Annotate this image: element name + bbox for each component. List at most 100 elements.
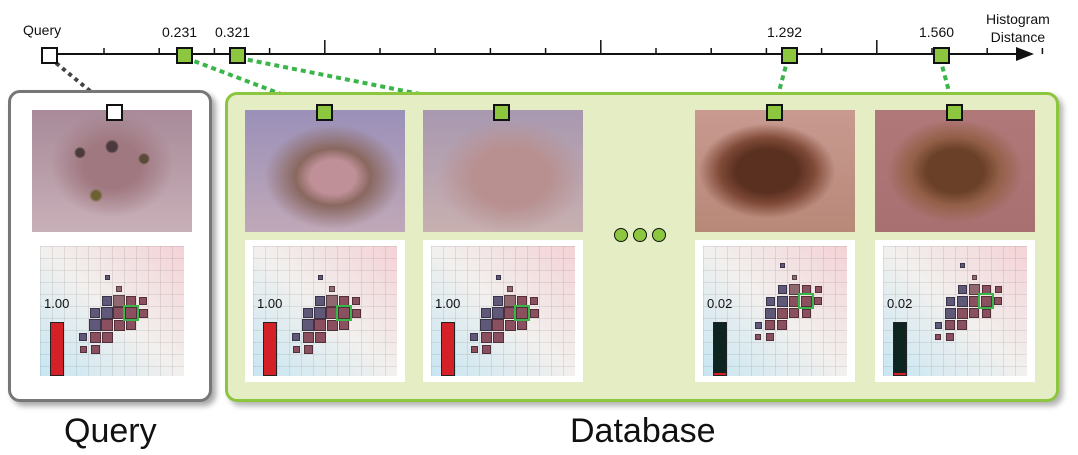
histogram-bin xyxy=(766,333,774,341)
histogram-bin xyxy=(530,297,538,305)
histogram-bin xyxy=(315,296,325,306)
histogram-bin xyxy=(956,307,968,319)
selected-bin-highlight xyxy=(978,293,994,309)
histogram-bin xyxy=(104,274,110,280)
histogram-bin xyxy=(994,297,1002,305)
similarity-bar-fill xyxy=(442,323,454,375)
histogram-bin xyxy=(493,296,503,306)
similarity-bar xyxy=(441,322,455,376)
match-axis-marker xyxy=(933,47,950,64)
histogram-bin xyxy=(303,308,313,318)
histogram-bin xyxy=(754,321,762,329)
histogram-bin xyxy=(303,344,313,354)
histogram-bin xyxy=(957,320,967,330)
histogram-bin xyxy=(139,297,147,305)
histogram-bin xyxy=(126,320,136,330)
histogram-bin xyxy=(981,308,991,318)
histogram-grid: 1.00 xyxy=(431,246,575,376)
histogram-bin xyxy=(764,307,776,319)
histogram-bin xyxy=(338,307,350,319)
histogram-bin xyxy=(800,295,812,307)
query-image-marker xyxy=(106,104,123,121)
similarity-bar xyxy=(713,322,727,376)
histogram-bin xyxy=(492,319,504,331)
histogram-bin xyxy=(90,344,100,354)
histogram-bin xyxy=(302,331,314,343)
database-caption: Database xyxy=(570,412,716,450)
histogram-bin xyxy=(89,319,101,331)
histogram-bin xyxy=(79,333,87,341)
match-image-marker xyxy=(493,104,510,121)
color-histogram: 1.00 xyxy=(245,240,405,382)
histogram-bin xyxy=(944,307,956,319)
histogram-bin xyxy=(470,333,478,341)
match-link xyxy=(185,56,324,112)
selected-bin-highlight xyxy=(336,305,352,321)
histogram-bin xyxy=(470,345,478,353)
marker-label: 0.231 xyxy=(162,24,198,40)
histogram-bin xyxy=(113,319,125,331)
histogram-bin xyxy=(314,331,326,343)
histogram-grid: 0.02 xyxy=(703,246,847,376)
histogram-bin xyxy=(480,319,492,331)
histogram-grid: 0.02 xyxy=(883,246,1027,376)
histogram-bin xyxy=(956,295,968,307)
selected-bin-highlight xyxy=(514,305,530,321)
selected-bin-highlight xyxy=(798,293,814,309)
histogram-bin xyxy=(314,307,326,319)
histogram-bin xyxy=(326,295,338,307)
histogram-bin xyxy=(352,297,360,305)
histogram-bin xyxy=(329,286,335,292)
histogram-bin xyxy=(755,334,761,340)
similarity-value: 0.02 xyxy=(707,296,733,311)
marker-label: 1.292 xyxy=(767,24,803,40)
histogram-bin xyxy=(90,308,100,318)
histogram-bin xyxy=(968,283,980,295)
histogram-bin xyxy=(504,319,516,331)
histogram-bin xyxy=(292,333,300,341)
histogram-bin xyxy=(776,307,788,319)
axis-title-line: Histogram xyxy=(986,11,1050,27)
similarity-bar xyxy=(263,322,277,376)
histogram-bin xyxy=(959,262,965,268)
lesion-image xyxy=(695,110,855,232)
histogram-bin xyxy=(317,274,323,280)
lesion-image xyxy=(423,110,583,232)
histogram-bin xyxy=(945,296,955,306)
color-histogram: 1.00 xyxy=(32,240,192,382)
axis-arrow-icon xyxy=(1016,47,1034,61)
histogram-bin xyxy=(777,320,787,330)
histogram-bin xyxy=(495,274,501,280)
query-link xyxy=(48,56,115,112)
histogram-bin xyxy=(971,274,977,280)
match-axis-marker xyxy=(781,47,798,64)
histogram-bin xyxy=(765,320,775,330)
query-caption: Query xyxy=(64,412,157,450)
similarity-bar xyxy=(893,322,907,376)
histogram-bin xyxy=(481,344,491,354)
similarity-value: 1.00 xyxy=(257,296,283,311)
histogram-bin xyxy=(138,308,148,318)
histogram-bin xyxy=(79,345,87,353)
histogram-bin xyxy=(969,308,979,318)
histogram-bin xyxy=(777,284,787,294)
histogram-bin xyxy=(801,308,811,318)
histogram-bin xyxy=(481,308,491,318)
ellipsis-dot xyxy=(652,228,666,242)
histogram-bin xyxy=(351,308,361,318)
ellipsis-dot xyxy=(633,228,647,242)
histogram-bin xyxy=(994,285,1002,293)
ellipsis-dot xyxy=(614,228,628,242)
histogram-bin xyxy=(326,319,338,331)
similarity-value: 1.00 xyxy=(44,296,70,311)
histogram-bin xyxy=(529,308,539,318)
histogram-bin xyxy=(492,331,504,343)
histogram-bin xyxy=(946,333,954,341)
histogram-bin xyxy=(480,331,492,343)
color-histogram: 1.00 xyxy=(423,240,583,382)
histogram-bin xyxy=(814,285,822,293)
lesion-image xyxy=(875,110,1035,232)
lesion-image xyxy=(245,110,405,232)
distance-axis xyxy=(48,40,1044,112)
color-histogram: 0.02 xyxy=(695,240,855,382)
